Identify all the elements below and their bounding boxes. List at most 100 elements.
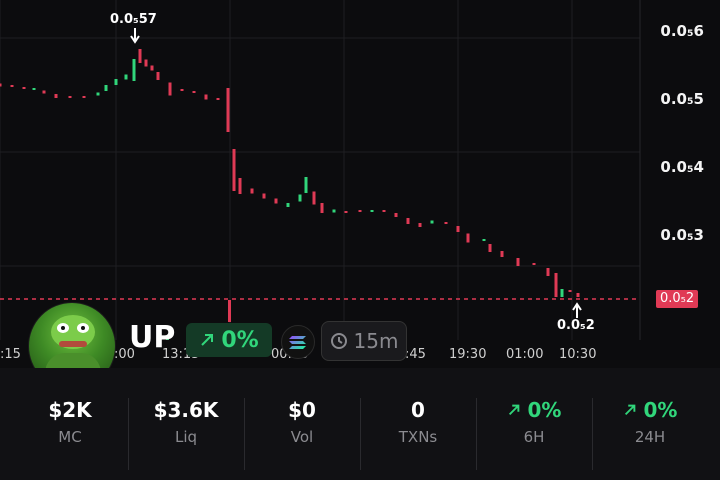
candlestick-chart bbox=[0, 0, 641, 340]
stat-label: TXNs bbox=[398, 428, 438, 446]
candle bbox=[382, 210, 386, 212]
divider bbox=[360, 398, 361, 470]
candle bbox=[546, 268, 550, 276]
candle bbox=[568, 290, 572, 292]
candle bbox=[312, 191, 316, 205]
interval-selector[interactable]: 15m bbox=[321, 321, 407, 361]
low-price-marker: 0.0₅2 bbox=[557, 318, 595, 333]
divider bbox=[476, 398, 477, 470]
candle bbox=[166, 336, 169, 340]
candle bbox=[304, 177, 308, 193]
stat-label: Liq bbox=[174, 428, 198, 446]
candle bbox=[394, 213, 398, 217]
candle bbox=[466, 233, 470, 243]
candle bbox=[554, 273, 558, 297]
candle bbox=[22, 87, 26, 89]
current-price-tag: 0.0₅2 bbox=[656, 290, 699, 308]
candle bbox=[10, 85, 14, 87]
divider bbox=[244, 398, 245, 470]
price-axis-tick: 0.0₅6 bbox=[660, 22, 704, 40]
time-axis-tick: 19:30 bbox=[449, 347, 487, 362]
price-chart[interactable]: 0.0₅6 0.0₅5 0.0₅4 0.0₅3 0.0₅2 0.0₅57 0.0… bbox=[0, 0, 720, 368]
interval-label: 15m bbox=[353, 329, 399, 353]
price-change-badge: 0% bbox=[186, 323, 272, 357]
candle bbox=[344, 211, 348, 213]
price-axis-tick: 0.0₅3 bbox=[660, 226, 704, 244]
candle bbox=[68, 96, 72, 98]
candle bbox=[0, 83, 2, 87]
stat-value: 0% bbox=[592, 398, 708, 424]
candle bbox=[332, 209, 336, 213]
candle bbox=[124, 74, 128, 80]
stat-value: 0 bbox=[411, 398, 425, 422]
stat-change-6h: 0% 6H bbox=[476, 398, 592, 446]
candle bbox=[104, 85, 108, 91]
time-axis-tick: :45 bbox=[405, 347, 426, 362]
candle bbox=[232, 149, 236, 191]
token-symbol: UP bbox=[129, 320, 176, 355]
up-arrow-icon bbox=[572, 302, 582, 318]
candle bbox=[168, 82, 172, 96]
stat-value: 0% bbox=[476, 398, 592, 424]
candle bbox=[216, 98, 220, 100]
high-price-marker: 0.0₅57 bbox=[110, 12, 157, 27]
candle bbox=[516, 258, 520, 266]
arrow-up-right-icon bbox=[624, 404, 635, 416]
candle bbox=[274, 198, 278, 204]
stat-value: $0 bbox=[288, 398, 316, 422]
candle bbox=[138, 49, 142, 63]
candle bbox=[370, 210, 374, 212]
divider bbox=[128, 398, 129, 470]
candle bbox=[444, 222, 448, 224]
candle bbox=[532, 263, 536, 265]
stat-liquidity: $3.6K Liq bbox=[128, 398, 244, 446]
clock-icon bbox=[330, 333, 347, 349]
candle bbox=[96, 92, 100, 96]
candle bbox=[262, 193, 266, 199]
stat-label: 6H bbox=[523, 428, 545, 446]
stat-market-cap: $2K MC bbox=[12, 398, 128, 446]
candle bbox=[180, 89, 184, 91]
candle bbox=[358, 210, 362, 212]
time-axis-tick: 10:30 bbox=[559, 347, 597, 362]
solana-icon[interactable] bbox=[281, 325, 315, 359]
candle bbox=[150, 65, 154, 71]
token-stats-bar: $2K MC $3.6K Liq $0 Vol 0 TXNs 0% 6H 0% … bbox=[0, 368, 720, 480]
candle bbox=[204, 94, 208, 100]
candle bbox=[576, 293, 580, 297]
price-change-value: 0% bbox=[221, 327, 259, 353]
candle bbox=[132, 59, 136, 81]
candle bbox=[32, 88, 36, 90]
candle bbox=[298, 194, 302, 202]
stat-label: 24H bbox=[634, 428, 666, 446]
arrow-up-right-icon bbox=[201, 334, 214, 346]
divider bbox=[592, 398, 593, 470]
candle bbox=[418, 223, 422, 227]
stat-value: $3.6K bbox=[153, 398, 219, 422]
price-axis-tick: 0.0₅4 bbox=[660, 158, 704, 176]
time-axis-tick: 01:00 bbox=[506, 347, 544, 362]
candle bbox=[500, 251, 504, 257]
candle bbox=[238, 178, 242, 194]
price-axis-tick: 0.0₅5 bbox=[660, 90, 704, 108]
candle bbox=[286, 203, 290, 207]
candle bbox=[228, 300, 231, 322]
candle bbox=[482, 239, 486, 241]
stat-change-24h: 0% 24H bbox=[592, 398, 708, 446]
candle bbox=[156, 72, 160, 80]
candle bbox=[320, 203, 324, 213]
candle bbox=[82, 96, 86, 98]
candle bbox=[226, 88, 230, 132]
candle bbox=[456, 226, 460, 232]
candle bbox=[430, 220, 434, 224]
candle bbox=[192, 91, 196, 93]
candle bbox=[488, 244, 492, 252]
stat-label: MC bbox=[58, 428, 82, 446]
time-axis-tick: :00 bbox=[114, 347, 135, 362]
candle bbox=[250, 188, 254, 194]
time-axis-tick: :15 bbox=[0, 347, 21, 362]
stat-value: $2K bbox=[48, 398, 92, 422]
candle bbox=[406, 218, 410, 224]
candle bbox=[42, 90, 46, 94]
candle bbox=[560, 289, 564, 297]
